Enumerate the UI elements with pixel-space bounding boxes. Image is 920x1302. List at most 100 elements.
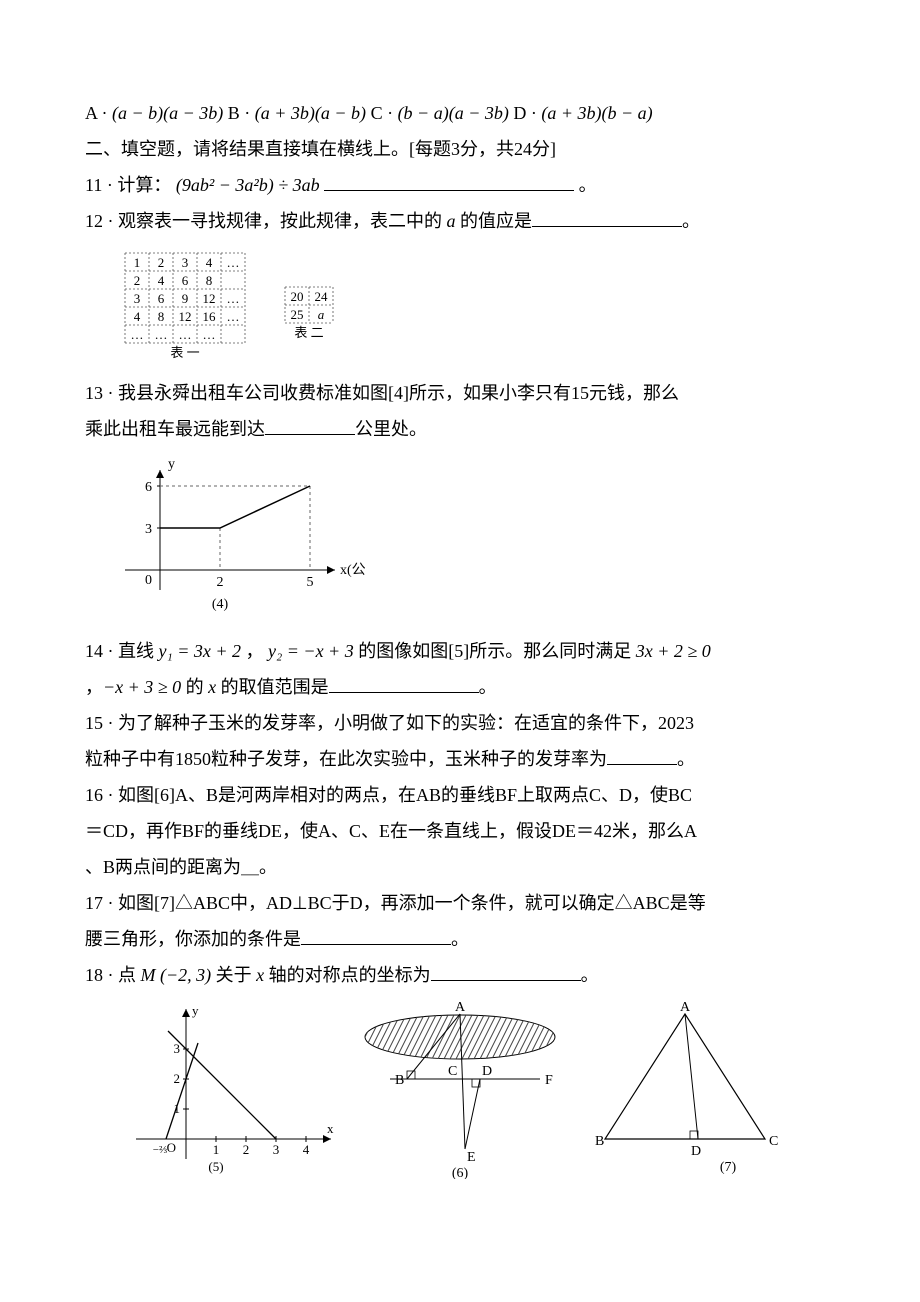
optA-prefix: A · bbox=[85, 103, 112, 123]
svg-text:…: … bbox=[203, 327, 216, 342]
q15-line1: 15 · 为了解种子玉米的发芽率，小明做了如下的实验：在适宜的条件下，2023 bbox=[85, 705, 835, 741]
svg-text:x: x bbox=[327, 1121, 334, 1136]
q14-suffix: 。 bbox=[479, 677, 497, 697]
q14-mid2: 的图像如图[5]所示。那么同时满足 bbox=[354, 641, 636, 661]
svg-text:a: a bbox=[318, 307, 325, 322]
q13-line1: 13 · 我县永舜出租车公司收费标准如图[4]所示，如果小李只有15元钱，那么 bbox=[85, 375, 835, 411]
svg-text:6: 6 bbox=[145, 480, 152, 495]
q18-var: x bbox=[256, 965, 264, 985]
optC-prefix: C · bbox=[371, 103, 398, 123]
svg-text:…: … bbox=[227, 291, 240, 306]
q13-line2: 乘此出租车最远能到达公里处。 bbox=[85, 411, 835, 447]
svg-text:24: 24 bbox=[315, 289, 329, 304]
svg-text:D: D bbox=[690, 1144, 700, 1159]
optB-prefix: B · bbox=[228, 103, 255, 123]
svg-text:表 二: 表 二 bbox=[294, 325, 323, 340]
q18: 18 · 点 M (−2, 3) 关于 x 轴的对称点的坐标为。 bbox=[85, 957, 835, 993]
q14-blank[interactable] bbox=[329, 674, 479, 693]
svg-text:3: 3 bbox=[134, 291, 141, 306]
svg-text:12: 12 bbox=[203, 291, 216, 306]
q12-blank[interactable] bbox=[532, 208, 682, 227]
svg-text:6: 6 bbox=[158, 291, 165, 306]
q14-l2b: 的 bbox=[181, 677, 208, 697]
q10-options: A · (a − b)(a − 3b) B · (a + 3b)(a − b) … bbox=[85, 95, 835, 131]
q12-tables-figure: 1234…246836912…481216……………表 一 202425a表 二 bbox=[85, 247, 835, 367]
q18-mid2: 轴的对称点的坐标为 bbox=[264, 965, 431, 985]
q12-mid: 的值应是 bbox=[456, 211, 533, 231]
svg-text:…: … bbox=[227, 255, 240, 270]
q14-var: x bbox=[208, 677, 216, 697]
svg-text:3: 3 bbox=[145, 522, 152, 537]
q14-prefix: 14 · 直线 bbox=[85, 641, 159, 661]
q17-line1: 17 · 如图[7]△ABC中，AD⊥BC于D，再添加一个条件，就可以确定△AB… bbox=[85, 885, 835, 921]
optB-expr: (a + 3b)(a − b) bbox=[255, 103, 366, 123]
q12-tables-svg: 1234…246836912…481216……………表 一 202425a表 二 bbox=[85, 247, 385, 367]
svg-text:(4): (4) bbox=[212, 597, 229, 612]
q12-prefix: 12 · 观察表一寻找规律，按此规律，表二中的 bbox=[85, 211, 447, 231]
q14-line1: 14 · 直线 y₁ = 3x + 2 ， y₂ = −x + 3 的图像如图[… bbox=[85, 633, 835, 669]
svg-text:4: 4 bbox=[206, 255, 213, 270]
q13-chart-svg: 36025yx(公里)(4) bbox=[85, 455, 365, 625]
svg-text:5: 5 bbox=[307, 575, 314, 590]
svg-text:y: y bbox=[192, 1003, 199, 1018]
svg-text:…: … bbox=[179, 327, 192, 342]
svg-text:2: 2 bbox=[173, 1071, 180, 1086]
svg-text:3: 3 bbox=[173, 1041, 180, 1056]
q14-l2c: 的取值范围是 bbox=[216, 677, 329, 697]
svg-text:2: 2 bbox=[134, 273, 141, 288]
svg-text:(5): (5) bbox=[208, 1159, 223, 1174]
q12-var: a bbox=[447, 211, 456, 231]
svg-text:A: A bbox=[455, 1000, 466, 1015]
fig7-svg: ABCD(7) bbox=[580, 999, 790, 1179]
svg-text:1: 1 bbox=[212, 1142, 219, 1157]
q14-e2: y₂ = −x + 3 bbox=[268, 641, 354, 661]
svg-text:(6): (6) bbox=[452, 1166, 469, 1179]
svg-text:20: 20 bbox=[291, 289, 304, 304]
q14-mid1: ， bbox=[241, 641, 268, 661]
q11-blank[interactable] bbox=[324, 172, 574, 191]
svg-text:F: F bbox=[545, 1073, 553, 1088]
fig6-wrap: A B C D F E(6) bbox=[345, 999, 575, 1179]
svg-text:25: 25 bbox=[291, 307, 304, 322]
q18-blank[interactable] bbox=[431, 962, 581, 981]
section2-heading: 二、填空题，请将结果直接填在横线上。[每题3分，共24分] bbox=[85, 131, 835, 167]
q13-chart-wrap: 36025yx(公里)(4) bbox=[85, 455, 835, 625]
q13-line2b: 公里处。 bbox=[355, 419, 427, 439]
q17-l2a: 腰三角形，你添加的条件是 bbox=[85, 929, 301, 949]
svg-text:2: 2 bbox=[242, 1142, 249, 1157]
svg-text:C: C bbox=[769, 1134, 778, 1149]
q14-line2: ，−x + 3 ≥ 0 的 x 的取值范围是。 bbox=[85, 669, 835, 705]
q18-prefix: 18 · 点 bbox=[85, 965, 141, 985]
svg-text:D: D bbox=[482, 1064, 492, 1079]
q15-suffix: 。 bbox=[677, 749, 695, 769]
svg-text:12: 12 bbox=[179, 309, 192, 324]
optD-prefix: D · bbox=[513, 103, 541, 123]
q14-l2a: ， bbox=[85, 677, 103, 697]
svg-text:3: 3 bbox=[182, 255, 189, 270]
svg-text:y: y bbox=[168, 457, 175, 472]
svg-text:B: B bbox=[595, 1134, 604, 1149]
q14-e1: y₁ = 3x + 2 bbox=[159, 641, 242, 661]
q12: 12 · 观察表一寻找规律，按此规律，表二中的 a 的值应是。 bbox=[85, 203, 835, 239]
q18-expr: M (−2, 3) bbox=[141, 965, 212, 985]
fig5-wrap: O1231234−⅔yx(5) bbox=[131, 999, 341, 1179]
svg-text:…: … bbox=[155, 327, 168, 342]
svg-text:A: A bbox=[679, 1000, 690, 1015]
q15-blank[interactable] bbox=[607, 746, 677, 765]
svg-text:…: … bbox=[227, 309, 240, 324]
q11-expr: (9ab² − 3a²b) ÷ 3ab bbox=[176, 175, 320, 195]
svg-text:4: 4 bbox=[302, 1142, 309, 1157]
svg-text:8: 8 bbox=[158, 309, 165, 324]
svg-text:E: E bbox=[467, 1150, 476, 1165]
svg-text:C: C bbox=[448, 1064, 457, 1079]
svg-text:9: 9 bbox=[182, 291, 189, 306]
q13-blank[interactable] bbox=[265, 416, 355, 435]
svg-text:4: 4 bbox=[158, 273, 165, 288]
svg-text:O: O bbox=[166, 1140, 175, 1155]
q16-line1: 16 · 如图[6]A、B是河两岸相对的两点，在AB的垂线BF上取两点C、D，使… bbox=[85, 777, 835, 813]
svg-text:1: 1 bbox=[134, 255, 141, 270]
q17-blank[interactable] bbox=[301, 926, 451, 945]
q16-line3: 、B两点间的距离为＿。 bbox=[85, 849, 835, 885]
svg-text:8: 8 bbox=[206, 273, 213, 288]
svg-text:B: B bbox=[395, 1073, 404, 1088]
